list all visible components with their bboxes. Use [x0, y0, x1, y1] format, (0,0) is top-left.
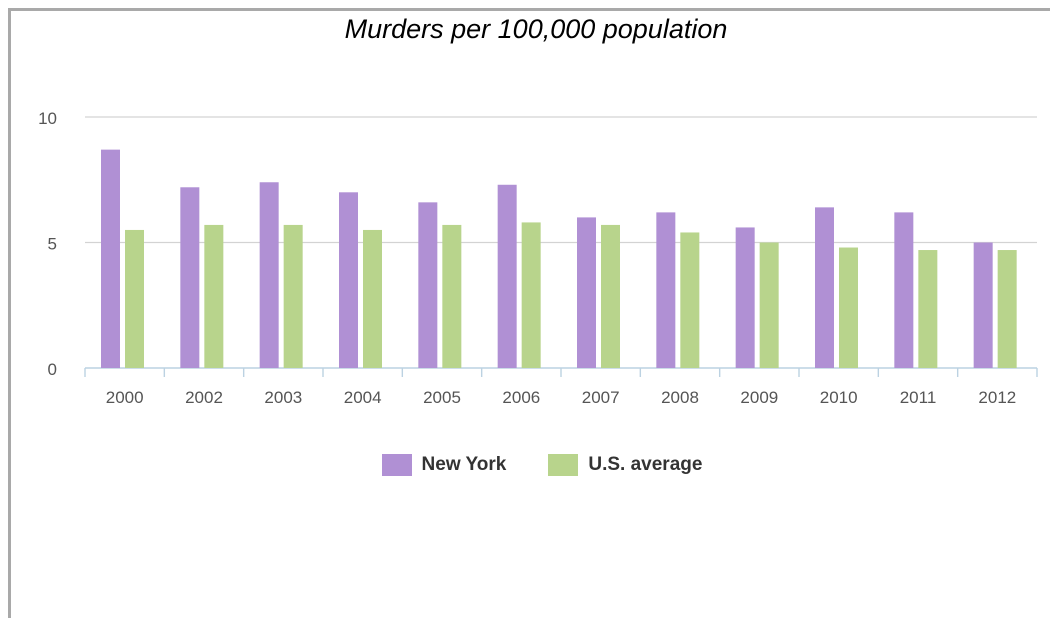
- y-tick-label-5: 5: [48, 235, 57, 254]
- x-tick-label-2009: 2009: [740, 388, 778, 407]
- bar-us-average-2007: [601, 224, 620, 368]
- bar-new-york-2000: [101, 149, 120, 368]
- x-tick-label-2011: 2011: [900, 388, 937, 407]
- x-tick-label-2007: 2007: [582, 388, 620, 407]
- bar-new-york-2011: [894, 212, 914, 368]
- legend-label-us-average: U.S. average: [588, 454, 703, 475]
- bar-us-average-2003: [283, 224, 303, 368]
- bar-us-average-2011: [918, 250, 938, 368]
- bar-us-average-2006: [521, 222, 541, 368]
- x-tick-label-2002: 2002: [185, 388, 223, 407]
- x-tick-label-2010: 2010: [820, 388, 858, 407]
- bar-new-york-2010: [815, 207, 834, 368]
- x-tick-label-2005: 2005: [423, 388, 461, 407]
- y-tick-label-0: 0: [48, 360, 57, 379]
- x-tick-label-2006: 2006: [502, 388, 540, 407]
- bar-new-york-2012: [973, 242, 993, 368]
- bar-us-average-2004: [363, 229, 382, 368]
- x-tick-label-2008: 2008: [661, 388, 699, 407]
- bar-us-average-2010: [839, 247, 858, 368]
- legend-label-new-york: New York: [421, 454, 507, 475]
- bar-us-average-2002: [204, 224, 224, 368]
- bar-new-york-2009: [735, 227, 755, 368]
- x-tick-label-2000: 2000: [106, 388, 144, 407]
- bar-us-average-2000: [125, 229, 144, 368]
- bar-new-york-2005: [418, 202, 438, 368]
- bar-us-average-2012: [997, 250, 1017, 368]
- bar-us-average-2005: [442, 224, 462, 368]
- bar-new-york-2008: [656, 212, 676, 368]
- bar-us-average-2009: [759, 242, 779, 368]
- x-tick-label-2012: 2012: [978, 388, 1016, 407]
- chart-title: Murders per 100,000 population: [344, 14, 728, 44]
- legend-item-us-average[interactable]: U.S. average: [548, 454, 702, 476]
- x-tick-label-2003: 2003: [264, 388, 302, 407]
- x-tick-label-2004: 2004: [344, 388, 382, 407]
- bar-new-york-2004: [339, 192, 358, 368]
- legend-item-new-york[interactable]: New York: [381, 454, 507, 476]
- legend-swatch-new-york: [381, 454, 412, 476]
- bar-us-average-2008: [680, 232, 700, 368]
- bar-new-york-2006: [497, 184, 517, 368]
- bar-new-york-2002: [180, 187, 200, 368]
- chart-legend: New York U.S. average: [0, 454, 1050, 476]
- y-tick-label-10: 10: [38, 109, 57, 128]
- bar-new-york-2003: [259, 182, 279, 368]
- bar-new-york-2007: [577, 217, 596, 368]
- legend-swatch-us-average: [548, 454, 579, 476]
